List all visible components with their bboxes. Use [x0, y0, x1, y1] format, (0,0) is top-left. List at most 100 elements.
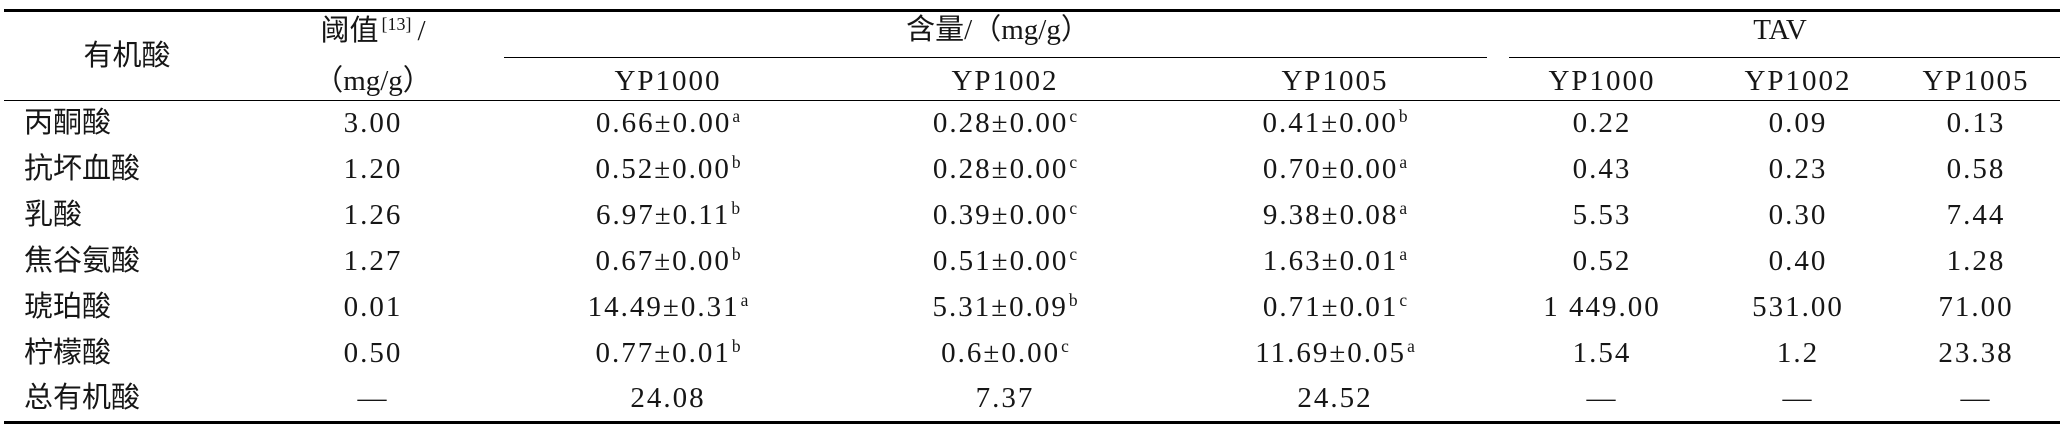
acid-name: 柠檬酸 — [24, 337, 112, 370]
tav-yp1005-cell: 1.28 — [1946, 245, 2006, 278]
content-group-header: 含量/（mg/g） — [496, 11, 1500, 58]
content-yp1002-cell: 5.31±0.09b — [840, 285, 1170, 331]
significance-letter: b — [731, 197, 741, 218]
acid-name: 乳酸 — [24, 199, 83, 232]
acid-name: 焦谷氨酸 — [24, 245, 141, 278]
significance-letter: b — [731, 335, 741, 356]
content-value: 6.97±0.11 — [595, 199, 731, 232]
organic-acid-table: 有机酸 阈值 [13] / （mg/g） 含量/（mg/g） TAV YP1000 … — [4, 9, 2061, 424]
content-yp1005-cell: 9.38±0.08a — [1170, 193, 1500, 239]
tav-yp1000-cell: 0.52 — [1572, 245, 1632, 278]
tav-yp1002-cell: 531.00 — [1752, 291, 1844, 324]
significance-letter: a — [740, 289, 749, 310]
content-yp1005-cell: 0.41±0.00b — [1170, 101, 1500, 147]
content-value: 0.77±0.01 — [595, 337, 731, 370]
tav-yp1000-cell: 0.22 — [1572, 107, 1632, 140]
acid-name: 丙酮酸 — [24, 107, 112, 140]
tav-yp1005-header: YP1005 — [1892, 57, 2061, 102]
content-yp1002-cell: 7.37 — [840, 377, 1170, 423]
content-yp1005-cell: 0.70±0.00a — [1170, 147, 1500, 193]
table-row-ascorbic-acid: 抗坏血酸 1.20 0.52±0.00b 0.28±0.00c 0.70±0.0… — [4, 147, 2060, 193]
significance-letter: c — [1069, 105, 1078, 126]
content-value: 14.49±0.31 — [587, 291, 740, 324]
acid-name: 琥珀酸 — [24, 291, 112, 324]
content-value: 0.41±0.00 — [1262, 107, 1398, 140]
threshold-label: 阈值 — [320, 15, 379, 47]
header-row-1: 有机酸 阈值 [13] / （mg/g） 含量/（mg/g） TAV — [4, 10, 2061, 101]
content-value: 24.08 — [630, 382, 706, 415]
content-value: 0.6±0.00 — [941, 337, 1061, 370]
tav-yp1005-cell: 23.38 — [1938, 337, 2014, 370]
significance-letter: b — [1398, 105, 1408, 126]
acid-name: 总有机酸 — [24, 382, 141, 415]
threshold-cell: 1.27 — [343, 245, 403, 278]
threshold-cell: 1.26 — [343, 199, 403, 232]
content-value: 9.38±0.08 — [1262, 199, 1399, 232]
threshold-cell: 1.20 — [343, 153, 403, 186]
significance-letter: a — [1407, 335, 1415, 356]
tav-yp1000-cell: 0.43 — [1572, 153, 1632, 186]
tav-yp1002-header: YP1002 — [1704, 57, 1893, 102]
table-row-citric-acid: 柠檬酸 0.50 0.77±0.01b 0.6±0.00c 11.69±0.05… — [4, 331, 2060, 377]
tav-yp1002-cell: 1.2 — [1776, 337, 1820, 370]
tav-yp1005-cell: — — [1960, 382, 1992, 415]
tav-group-header: TAV — [1500, 11, 2061, 58]
tav-yp1002-cell: 0.09 — [1768, 107, 1828, 140]
significance-letter: a — [1399, 151, 1408, 172]
content-yp1005-cell: 0.71±0.01c — [1170, 285, 1500, 331]
threshold-cell: 0.50 — [343, 337, 403, 370]
content-yp1005-cell: 11.69±0.05a — [1170, 331, 1500, 377]
content-yp1002-cell: 0.6±0.00c — [840, 331, 1170, 377]
content-yp1002-header: YP1002 — [840, 57, 1170, 102]
significance-letter: a — [1399, 243, 1408, 264]
table-row-lactic-acid: 乳酸 1.26 6.97±0.11b 0.39±0.00c 9.38±0.08a… — [4, 193, 2060, 239]
content-yp1000-cell: 6.97±0.11b — [496, 193, 840, 239]
threshold-cell: 3.00 — [343, 107, 403, 140]
content-yp1000-header: YP1000 — [496, 57, 840, 102]
tav-yp1005-cell: 0.58 — [1946, 153, 2006, 186]
content-value: 0.28±0.00 — [932, 107, 1069, 140]
significance-letter: b — [731, 151, 741, 172]
content-value: 1.63±0.01 — [1262, 245, 1399, 278]
threshold-slash: / — [417, 15, 426, 47]
content-yp1005-cell: 1.63±0.01a — [1170, 239, 1500, 285]
significance-letter: a — [1399, 197, 1408, 218]
table-row-total-organic-acids: 总有机酸 — 24.08 7.37 24.52 — — — — [4, 377, 2060, 423]
threshold-unit: （mg/g） — [314, 65, 432, 97]
content-yp1002-cell: 0.39±0.00c — [840, 193, 1170, 239]
table-row-pyroglutamic-acid: 焦谷氨酸 1.27 0.67±0.00b 0.51±0.00c 1.63±0.0… — [4, 239, 2060, 285]
significance-letter: c — [1069, 243, 1078, 264]
content-yp1005-cell: 24.52 — [1170, 377, 1500, 423]
content-yp1000-cell: 0.52±0.00b — [496, 147, 840, 193]
tav-yp1000-cell: 1 449.00 — [1543, 291, 1661, 324]
content-yp1000-cell: 14.49±0.31a — [496, 285, 840, 331]
tav-yp1000-cell: 5.53 — [1572, 199, 1632, 232]
significance-letter: b — [1068, 289, 1078, 310]
organic-acid-header: 有机酸 — [4, 10, 250, 101]
tav-yp1002-cell: 0.30 — [1768, 199, 1828, 232]
content-value: 0.71±0.01 — [1262, 291, 1399, 324]
tav-yp1002-cell: — — [1782, 382, 1814, 415]
table-body: 丙酮酸 3.00 0.66±0.00a 0.28±0.00c 0.41±0.00… — [4, 101, 2060, 423]
reference-mark: [13] — [381, 14, 412, 35]
significance-letter: c — [1069, 151, 1078, 172]
table-row-succinic-acid: 琥珀酸 0.01 14.49±0.31a 5.31±0.09b 0.71±0.0… — [4, 285, 2060, 331]
threshold-header: 阈值 [13] / （mg/g） — [250, 10, 496, 101]
tav-yp1002-cell: 0.23 — [1768, 153, 1828, 186]
content-value: 0.70±0.00 — [1262, 153, 1399, 186]
content-value: 0.28±0.00 — [932, 153, 1069, 186]
significance-letter: c — [1061, 335, 1069, 356]
table-row-pyruvic-acid: 丙酮酸 3.00 0.66±0.00a 0.28±0.00c 0.41±0.00… — [4, 101, 2060, 147]
content-value: 7.37 — [975, 382, 1035, 415]
header-row-2: YP1000 YP1002 YP1005 YP1000 YP1002 YP100… — [4, 57, 2061, 102]
content-yp1000-cell: 24.08 — [496, 377, 840, 423]
threshold-cell: — — [357, 382, 389, 415]
content-yp1000-cell: 0.77±0.01b — [496, 331, 840, 377]
threshold-header-line1: 阈值 [13] / — [250, 12, 496, 56]
tav-yp1002-cell: 0.40 — [1768, 245, 1828, 278]
tav-yp1000-cell: 1.54 — [1572, 337, 1632, 370]
content-value: 24.52 — [1297, 382, 1373, 415]
content-value: 0.51±0.00 — [932, 245, 1069, 278]
content-value: 0.39±0.00 — [932, 199, 1069, 232]
tav-yp1000-cell: — — [1586, 382, 1618, 415]
